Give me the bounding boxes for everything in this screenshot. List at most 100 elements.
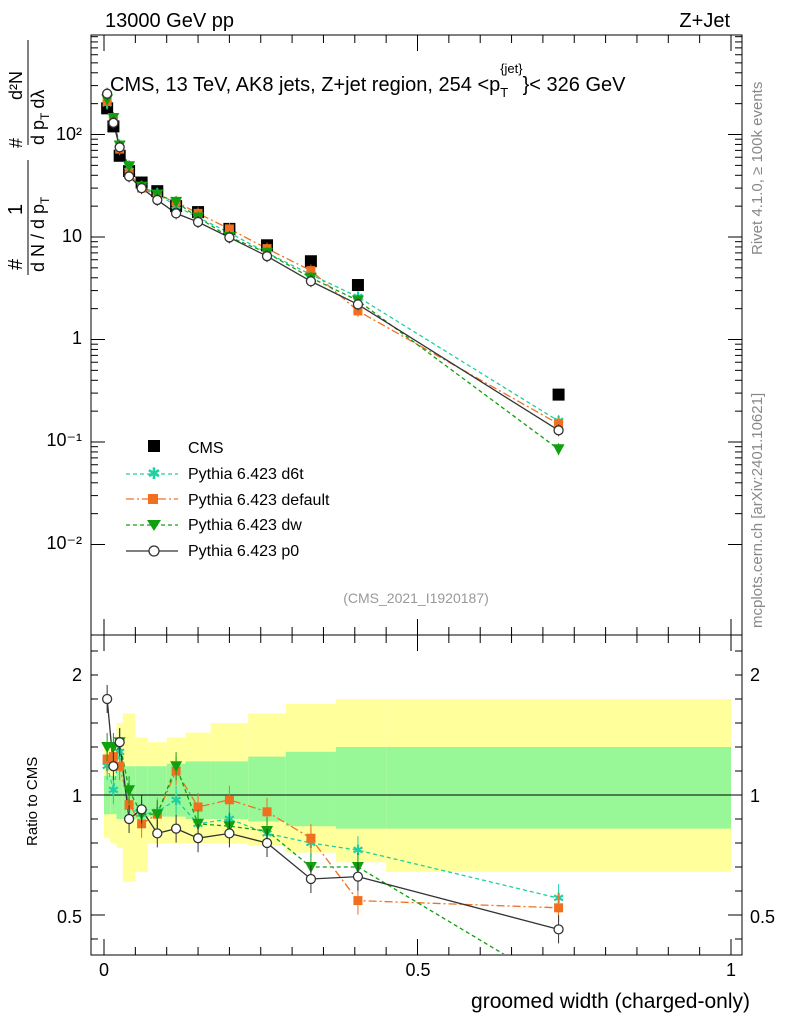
ylabel-den-sub: T [38,112,52,120]
main-title-tail: }< 326 GeV [523,74,627,96]
ratio-ylabel: Ratio to CMS [24,757,41,846]
legend-marker-cms [148,440,160,452]
ratio-point-pythia-6-423-p0 [305,873,317,885]
ratio-point-pythia-6-423-p0 [114,737,125,748]
main-point-pythia-6-423-p0 [114,142,125,153]
ratio-band-inner [335,747,387,829]
ratio-series-markers: ✱✱✱✱✱✱✱✱✱✱✱✱✱ [101,685,564,944]
legend-marker-dw [147,520,161,531]
main-point-pythia-6-423-default [224,224,234,234]
main-point-cms [552,388,565,401]
ylabel-den: d pTdλ [28,90,52,145]
ratio-point-pythia-6-423-p0 [101,693,113,705]
main-point-pythia-6-423-p0 [170,208,182,219]
energy-label: 13000 GeV pp [105,10,234,32]
legend-label-p0: Pythia 6.423 p0 [188,543,299,560]
legend-marker-p0 [148,545,160,557]
analysis-watermark: (CMS_2021_I1920187) [343,590,489,606]
main-series-lines [106,93,559,450]
ratio-y-tick-label-right: 1 [750,786,760,806]
x-tick-labels: 0 0.5 1 [99,960,736,980]
ratio-y-tick-label-right: 0.5 [750,907,775,927]
ylabel-dN: d N / d pT [28,196,52,272]
main-point-pythia-6-423-dw [552,444,565,456]
legend-entry-cms: CMS [148,440,224,457]
ylabel-hash-2: # [6,138,26,148]
main-title-sup: {jet} [500,61,523,76]
main-point-pythia-6-423-p0 [101,88,113,99]
main-point-pythia-6-423-p0 [305,276,317,287]
ylabel-dN-main: d N / d p [28,204,48,272]
ratio-point-pythia-6-423-default [306,833,316,843]
ratio-y-tick-label: 0.5 [57,907,82,927]
main-ticks [91,35,742,635]
main-y-tick-label: 10⁻² [46,533,82,553]
main-point-pythia-6-423-default [353,306,363,316]
ratio-point-pythia-6-423-d6t: ✱ [108,782,120,798]
main-series-markers: ✱✱✱✱✱✱✱✱✱✱✱✱✱ [101,87,565,456]
main-y-tick-label: 1 [72,328,82,348]
ylabel-num: d²N [6,71,26,100]
ratio-band-inner [386,747,731,829]
ratio-point-pythia-6-423-default [193,802,203,812]
ratio-point-pythia-6-423-p0 [170,823,182,834]
ratio-y-tick-label-right: 2 [750,665,760,685]
ylabel-den-main: d p [28,120,48,145]
ratio-point-pythia-6-423-d6t: ✱ [352,842,364,858]
ratio-point-pythia-6-423-p0 [108,761,119,772]
ratio-point-pythia-6-423-p0 [553,924,564,935]
main-title-main: CMS, 13 TeV, AK8 jets, Z+jet region, 254… [110,74,500,96]
main-line-pythia-6-423-d6t [106,103,559,422]
ratio-point-pythia-6-423-dw [170,761,183,773]
legend-entry-d6t: ✱ Pythia 6.423 d6t [126,466,304,483]
x-tick-label: 1 [726,960,736,980]
legend: CMS ✱ Pythia 6.423 d6t Pythia 6.423 defa… [126,440,330,560]
main-point-cms [304,255,317,268]
ratio-y-tick-label: 2 [72,665,82,685]
main-point-pythia-6-423-p0 [152,194,163,206]
x-axis-label: groomed width (charged-only) [471,990,750,1013]
legend-entry-dw: Pythia 6.423 dw [126,517,302,534]
main-point-pythia-6-423-p0 [553,425,564,436]
legend-label-cms: CMS [188,440,224,457]
ratio-point-pythia-6-423-default [115,761,125,771]
ratio-point-pythia-6-423-default [224,795,234,805]
process-label: Z+Jet [679,10,730,32]
main-point-pythia-6-423-p0 [352,299,364,310]
ratio-point-pythia-6-423-p0 [224,828,235,839]
ratio-band-inner [285,751,336,827]
legend-label-default: Pythia 6.423 default [188,492,330,509]
ratio-point-pythia-6-423-default [353,896,363,906]
ratio-bands [104,699,731,882]
main-y-tick-label: 10² [56,124,82,144]
main-point-pythia-6-423-default [554,419,564,429]
ylabel-den-dl: dλ [28,90,48,109]
main-point-pythia-6-423-p0 [192,216,204,228]
ratio-point-pythia-6-423-default [262,807,272,817]
legend-marker-default [148,494,158,504]
mcplots-label: mcplots.cern.ch [arXiv:2401.10621] [749,393,766,628]
main-point-pythia-6-423-p0 [123,171,135,182]
main-point-pythia-6-423-default [306,266,316,276]
main-y-tick-labels: 10⁻² 10⁻¹ 1 10 10² [46,124,82,553]
main-point-pythia-6-423-p0 [261,251,273,262]
main-ylabel: 1 # d N / d pT # d²N d pTdλ [5,40,52,275]
ratio-point-pythia-6-423-p0 [352,871,364,882]
ratio-point-pythia-6-423-default [124,800,134,810]
ratio-point-pythia-6-423-dw [151,809,164,821]
main-point-pythia-6-423-p0 [224,232,235,243]
ratio-point-pythia-6-423-default [554,903,564,913]
main-title: CMS, 13 TeV, AK8 jets, Z+jet region, 254… [110,61,626,100]
ratio-y-tick-labels-left: 0.5 1 2 [57,665,82,927]
main-line-pythia-6-423-default [106,101,559,425]
ratio-ticks [91,635,742,955]
ratio-point-pythia-6-423-p0 [152,828,163,839]
main-point-pythia-6-423-dw [123,161,136,173]
ylabel-dN-sub: T [38,196,52,204]
main-point-pythia-6-423-p0 [108,117,119,128]
main-point-pythia-6-423-p0 [136,182,147,194]
main-title-sub: T [500,85,508,100]
ratio-point-pythia-6-423-p0 [261,837,273,849]
rivet-label: Rivet 4.1.0, ≥ 100k events [749,82,766,255]
